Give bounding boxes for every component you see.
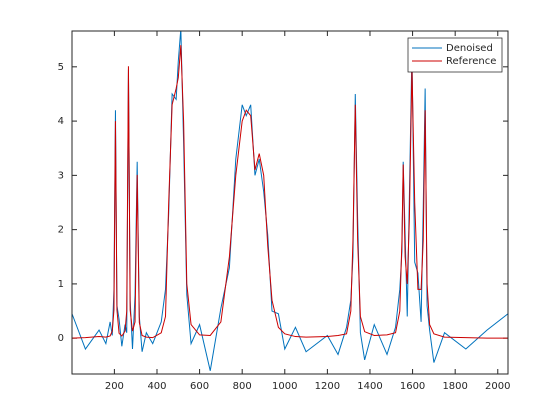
x-tick-label: 400: [147, 381, 166, 392]
x-tick-label: 200: [105, 381, 124, 392]
x-tick-label: 1600: [400, 381, 425, 392]
x-tick-label: 1200: [315, 381, 340, 392]
x-tick-label: 1800: [442, 381, 467, 392]
y-tick-label: 0: [58, 333, 64, 344]
x-tick-label: 2000: [485, 381, 510, 392]
x-tick-label: 800: [233, 381, 252, 392]
x-tick-label: 1400: [357, 381, 382, 392]
y-tick-label: 1: [58, 279, 64, 290]
y-tick-label: 4: [58, 116, 64, 127]
y-tick-label: 2: [58, 225, 64, 236]
y-tick-label: 3: [58, 170, 64, 181]
legend-label: Reference: [446, 56, 496, 67]
x-tick-label: 600: [190, 381, 209, 392]
y-tick-label: 5: [58, 62, 64, 73]
series-line: [72, 45, 508, 339]
legend-box: [407, 37, 503, 73]
axes-box: [71, 30, 509, 375]
legend-label: Denoised: [446, 43, 493, 54]
x-tick-label: 1000: [272, 381, 297, 392]
